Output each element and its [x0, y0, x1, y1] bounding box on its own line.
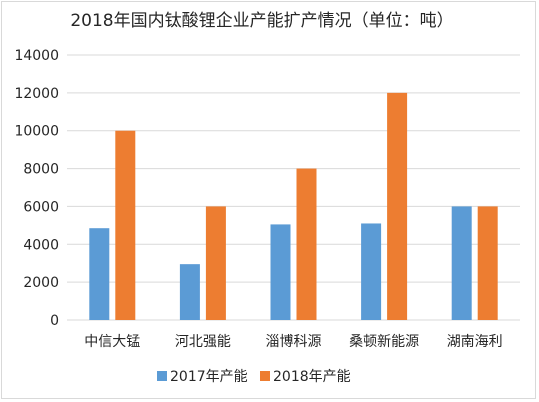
- legend-label: 2017年产能: [170, 369, 248, 385]
- legend-swatch: [157, 371, 167, 381]
- bar-2017-4: [451, 206, 472, 320]
- bar-2018-1: [205, 206, 226, 320]
- bar-2017-0: [89, 228, 110, 320]
- x-category-label: 河北强能: [175, 334, 231, 350]
- bar-2018-0: [115, 130, 136, 320]
- legend-swatch: [260, 371, 270, 381]
- x-axis-category-labels: 中信大锰 河北强能 淄博科源 桑顿新能源 湖南海利: [84, 333, 502, 350]
- x-category-label: 桑顿新能源: [349, 334, 419, 350]
- bar-2017-1: [179, 264, 200, 320]
- bar-2018-2: [296, 168, 317, 320]
- y-tick-label: 8000: [23, 162, 59, 178]
- x-category-label: 淄博科源: [266, 333, 322, 350]
- y-tick-label: 14000: [14, 48, 59, 64]
- y-tick-label: 0: [50, 313, 59, 329]
- bar-2018-4: [477, 206, 498, 320]
- chart-title: 2018年国内钛酸锂企业产能扩产情况（单位：吨）: [70, 11, 453, 31]
- gridlines: [67, 54, 520, 321]
- y-tick-label: 12000: [14, 86, 59, 102]
- bar-2017-2: [270, 224, 291, 320]
- y-tick-label: 6000: [23, 199, 59, 215]
- bar-2017-3: [361, 223, 382, 320]
- x-category-label: 中信大锰: [84, 334, 140, 350]
- x-category-label: 湖南海利: [447, 334, 503, 350]
- legend-label: 2018年产能: [273, 369, 351, 385]
- bars: [89, 92, 498, 320]
- legend: 2017年产能 2018年产能: [157, 369, 351, 385]
- y-axis-tick-labels: 0 2000 4000 6000 8000 10000 12000 14000: [14, 48, 59, 329]
- y-tick-label: 2000: [23, 275, 59, 291]
- bar-2018-3: [387, 92, 408, 320]
- y-tick-label: 10000: [14, 124, 59, 140]
- y-tick-label: 4000: [23, 237, 59, 253]
